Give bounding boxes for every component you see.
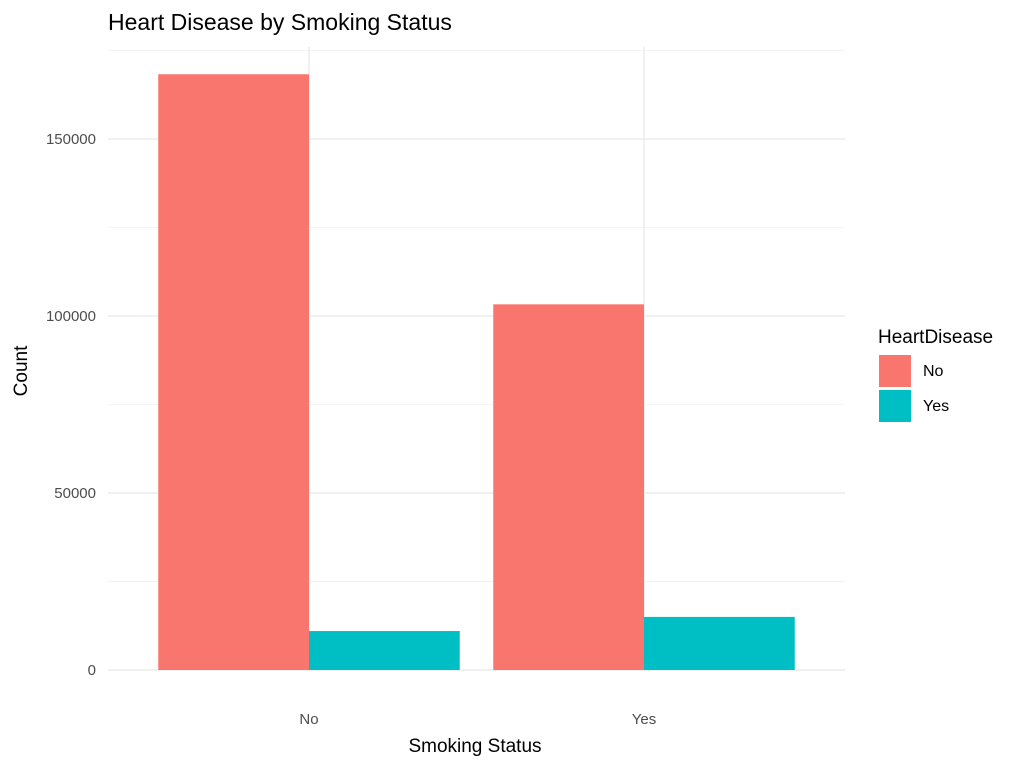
- x-axis-title: Smoking Status: [408, 736, 541, 757]
- bar-yes-no: [493, 304, 644, 670]
- y-tick-label: 50000: [54, 485, 96, 502]
- y-tick-label: 100000: [46, 308, 96, 325]
- y-axis-ticks: 0 50000 100000 150000: [46, 131, 96, 679]
- x-tick-label: Yes: [632, 711, 656, 728]
- bar-no-no: [158, 74, 309, 671]
- y-tick-label: 0: [88, 662, 96, 679]
- bar-no-yes: [309, 631, 460, 670]
- legend: HeartDisease No Yes: [878, 327, 993, 422]
- legend-label-no: No: [923, 363, 944, 380]
- chart-title: Heart Disease by Smoking Status: [108, 9, 452, 35]
- legend-key-no: [879, 355, 911, 387]
- legend-title: HeartDisease: [878, 327, 993, 348]
- y-axis-title: Count: [11, 345, 32, 396]
- bars: [158, 74, 795, 671]
- x-tick-label: No: [299, 711, 318, 728]
- legend-label-yes: Yes: [923, 398, 949, 415]
- legend-key-yes: [879, 390, 911, 422]
- bar-yes-yes: [644, 616, 795, 670]
- y-tick-label: 150000: [46, 131, 96, 148]
- x-axis-ticks: No Yes: [299, 711, 656, 728]
